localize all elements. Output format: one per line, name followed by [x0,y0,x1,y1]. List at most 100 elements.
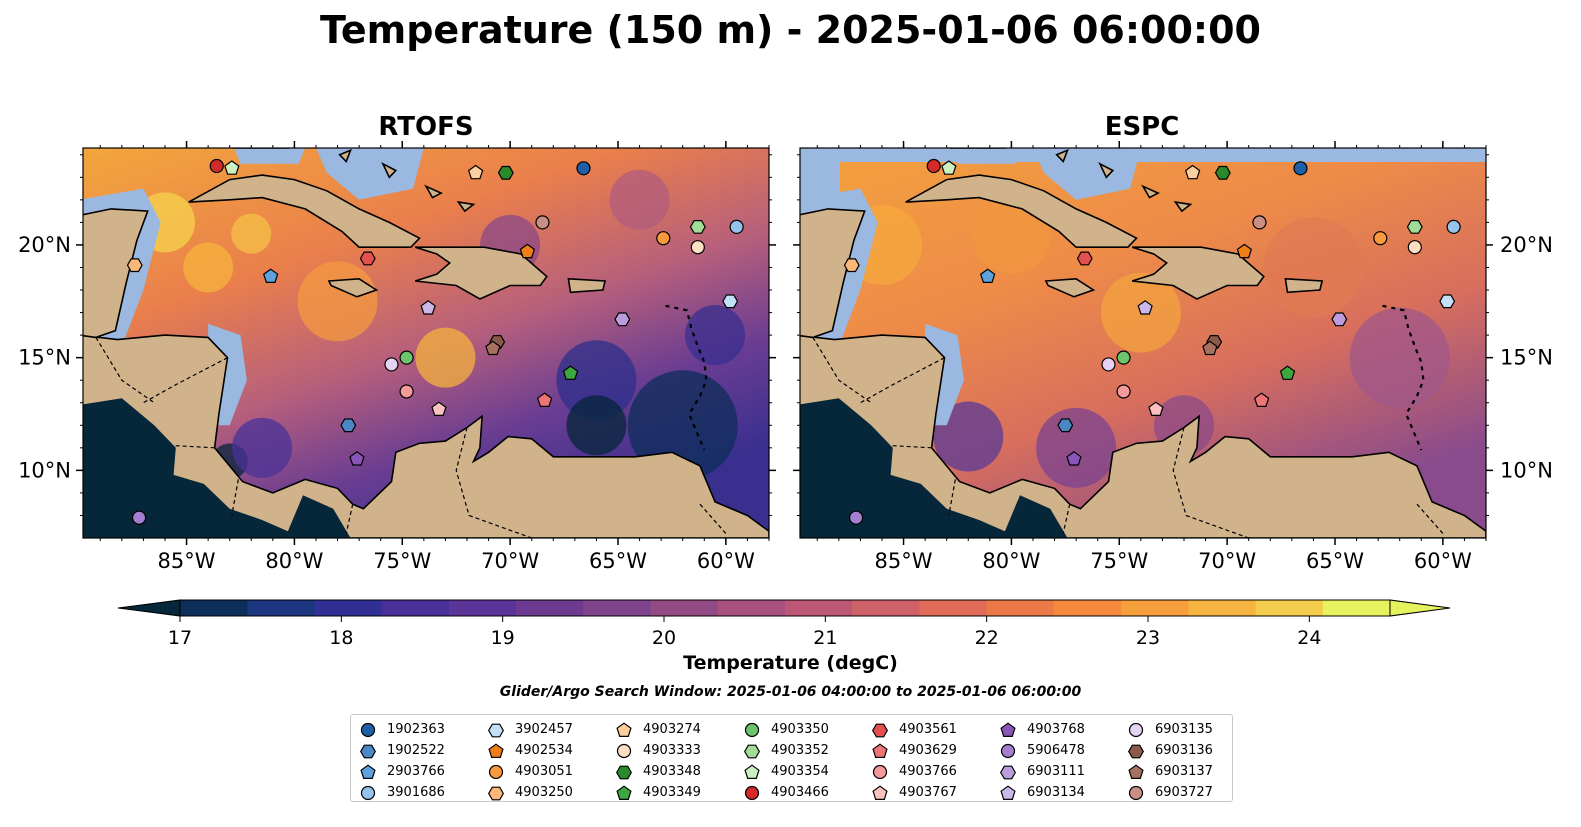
legend-label: 4903250 [515,785,573,800]
legend-column: 4903274 4903333 4903348 4903349 [615,719,701,803]
legend-item: 6903135 [1127,719,1213,740]
legend-item: 4903333 [615,740,701,761]
float-marker-6903727 [535,215,550,230]
float-marker-6903136 [489,335,506,349]
lon-tick-label: 80°W [982,549,1040,573]
legend-item: 6903137 [1127,761,1213,782]
legend-item: 4903466 [743,782,829,803]
colorbar-tick-label: 18 [329,627,353,649]
colorbar-tick-label: 22 [975,627,999,649]
colorbar-label: Temperature (degC) [683,652,898,674]
lat-tick-label: 15°N [18,346,71,370]
float-marker-3901686 [729,219,744,235]
legend-label: 4903561 [899,722,957,737]
legend-marker-circle [616,743,632,758]
legend-marker-pentagon [872,742,888,758]
lon-tick-label: 60°W [1414,549,1472,573]
float-marker-4903766 [1116,384,1131,399]
legend-item: 4902534 [487,740,573,761]
lon-tick-label: 65°W [589,549,647,573]
lat-tick-label: 20°N [18,233,71,257]
legend-marker-pentagon [616,721,632,737]
legend-label: 4903629 [899,743,957,758]
legend-label: 5906478 [1027,743,1085,758]
legend-item: 4903561 [871,719,957,740]
float-marker-5906478 [848,510,864,525]
lon-tick-label: 75°W [1090,549,1148,573]
legend-item: 6903134 [999,782,1085,803]
legend-marker-pentagon [1128,763,1144,779]
float-marker-2903766 [979,268,996,283]
float-marker-4903333 [1407,240,1422,255]
float-marker-4903350 [399,350,414,365]
legend-label: 6903111 [1027,764,1085,779]
legend-column: 1902363 1902522 2903766 3901686 [359,719,445,803]
float-marker-1902522 [340,418,357,433]
legend-marker-circle [1000,743,1016,758]
legend-label: 3901686 [387,785,445,800]
legend-label: 4903768 [1027,722,1085,737]
float-marker-6903137 [485,340,501,356]
legend-label: 4903766 [899,764,957,779]
colorbar-segment [381,600,450,616]
float-marker-6903111 [1331,312,1348,327]
float-marker-5906478 [131,510,147,525]
legend-marker-pentagon [1000,784,1016,800]
legend-label: 6903134 [1027,785,1085,800]
float-marker-4903767 [1148,401,1164,416]
legend-label: 1902522 [387,743,445,758]
legend-label: 4903352 [771,743,829,758]
float-marker-4903354 [941,160,957,175]
float-marker-6903134 [420,300,436,315]
legend-item: 4903051 [487,761,573,782]
legend-marker-hexagon [1128,744,1144,758]
colorbar-segment [919,600,988,616]
legend-item: 4903768 [999,719,1085,740]
colorbar-under-arrow [117,599,181,617]
legend-label: 4903333 [643,743,701,758]
float-marker-6903135 [1101,357,1116,372]
lon-tick-label: 80°W [265,549,323,573]
float-marker-2903766 [262,268,279,283]
legend-item: 4903350 [743,719,829,740]
colorbar-segment [583,600,652,616]
colorbar-segment [314,600,383,616]
float-marker-1902363 [1293,161,1308,176]
legend-item: 4903629 [871,740,957,761]
float-marker-4903629 [536,392,553,407]
float-marker-6903111 [614,312,631,327]
legend-marker-circle [1128,722,1144,737]
float-marker-4903274 [467,164,484,180]
legend-marker-pentagon [744,763,760,779]
figure-title: Temperature (150 m) - 2025-01-06 06:00:0… [319,8,1261,52]
legend-item: 2903766 [359,761,445,782]
legend-label: 4903767 [899,785,957,800]
float-marker-4902534 [519,243,536,259]
float-marker-4903352 [689,220,706,234]
lat-tick-label: 20°N [1500,233,1553,257]
lon-tick-label: 60°W [697,549,755,573]
panel-title-rtofs: RTOFS [378,112,474,142]
legend-item: 5906478 [999,740,1085,761]
legend-item: 1902522 [359,740,445,761]
float-marker-1902522 [1057,418,1074,433]
colorbar-tick-label: 20 [652,627,676,649]
legend-item: 4903352 [743,740,829,761]
colorbar-segment [1121,600,1189,616]
float-marker-4903561 [359,251,376,266]
colorbar-over-arrow [1389,599,1451,617]
float-marker-4903354 [224,160,240,175]
legend-marker-pentagon [488,742,504,758]
colorbar-segment [1255,600,1324,616]
legend-marker-circle [360,785,376,800]
float-marker-4903350 [1116,350,1131,365]
legend-item: 4903766 [871,761,957,782]
legend-label: 6903135 [1155,722,1213,737]
float-marker-4903274 [1184,164,1201,180]
lat-tick-label: 10°N [18,458,71,482]
lat-tick-label: 10°N [1500,458,1553,482]
legend-column: 4903561 4903629 4903766 4903767 [871,719,957,803]
colorbar-segment [852,600,920,616]
float-marker-3901686 [1446,219,1461,235]
legend-marker-hexagon [616,765,632,779]
